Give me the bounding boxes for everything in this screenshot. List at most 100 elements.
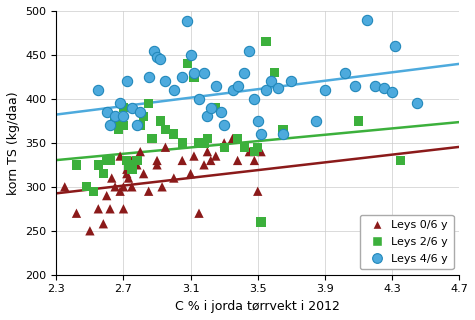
Point [251,96,258,101]
Point [234,158,241,163]
Point [133,162,141,167]
Point [371,83,379,88]
Point [391,44,399,49]
Point [220,123,228,128]
Point [279,132,287,137]
Point [140,171,147,176]
Point [148,136,156,141]
Point [220,145,228,150]
Point [157,118,164,124]
Point [190,74,198,79]
Point [207,158,215,163]
Point [123,171,131,176]
Point [313,118,320,124]
Point [262,88,270,93]
Point [204,136,211,141]
Point [170,175,178,180]
Point [128,158,136,163]
Point [363,17,371,22]
Point [200,140,208,145]
Legend: Leys 0/6 y, Leys 2/6 y, Leys 4/6 y: Leys 0/6 y, Leys 2/6 y, Leys 4/6 y [360,215,454,269]
Point [103,109,111,115]
Point [240,70,248,75]
Point [111,184,119,189]
Point [106,158,114,163]
Point [133,158,141,163]
Point [257,132,265,137]
Point [380,86,388,91]
Point [279,127,287,132]
Point [183,61,191,66]
Point [200,162,208,167]
Point [251,149,258,154]
Point [220,140,228,145]
Point [179,158,186,163]
Point [133,123,141,128]
Point [254,118,262,124]
Point [217,109,225,115]
Point [123,158,131,163]
Point [106,206,114,212]
Point [111,118,119,124]
Point [136,123,144,128]
Point [251,158,258,163]
Point [204,114,211,119]
Point [108,175,115,180]
Point [183,19,191,24]
Point [95,88,102,93]
Point [162,79,169,84]
Point [103,193,111,198]
Point [262,39,270,44]
Point [73,211,80,216]
Point [212,105,219,110]
Point [153,162,161,167]
Point [274,86,282,91]
Point [145,101,152,106]
Point [153,158,161,163]
Point [321,88,329,93]
Point [106,123,114,128]
Point [128,184,136,189]
Point [145,74,152,79]
Point [128,105,136,110]
Point [397,158,404,163]
Point [187,52,194,58]
Point [200,70,208,75]
Point [413,101,421,106]
Point [179,140,186,145]
Point [190,154,198,159]
Point [195,211,203,216]
Point [267,79,275,84]
Point [257,149,265,154]
Point [204,149,211,154]
Point [341,70,349,75]
Point [100,171,107,176]
Point [116,154,124,159]
Point [89,189,97,194]
Point [187,171,194,176]
Point [246,48,253,53]
Point [140,114,147,119]
Point [148,136,156,141]
Point [234,136,241,141]
Point [287,79,295,84]
Point [212,154,219,159]
Point [234,83,241,88]
Point [95,162,102,167]
Point [136,149,144,154]
Point [240,145,248,150]
Point [111,114,119,119]
Point [123,79,131,84]
Point [120,184,127,189]
Point [162,145,169,150]
Point [254,189,262,194]
Point [123,167,131,172]
Point [195,140,203,145]
Point [125,162,133,167]
Point [86,228,94,233]
Point [179,74,186,79]
Point [145,189,152,194]
Point [136,109,144,115]
Point [61,184,68,189]
Y-axis label: korn TS (kg/daa): korn TS (kg/daa) [7,91,20,195]
